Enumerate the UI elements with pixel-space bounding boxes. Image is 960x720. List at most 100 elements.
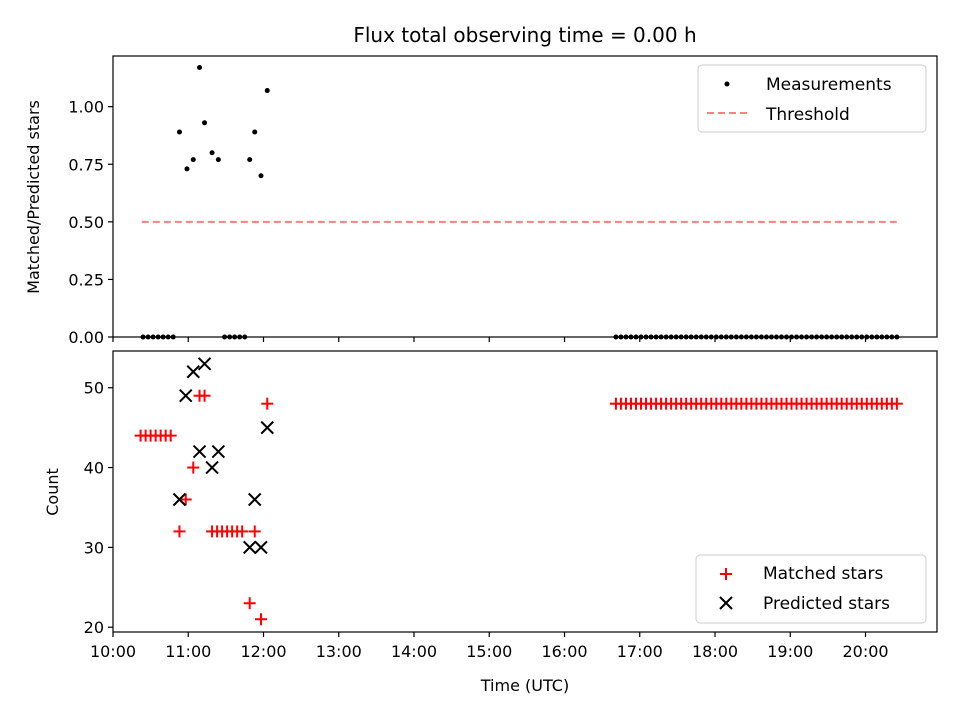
x-tick-label: 11:00 xyxy=(165,642,211,661)
measurement-point xyxy=(889,334,895,340)
predicted-stars-point xyxy=(211,444,226,459)
measurement-point xyxy=(683,334,689,340)
measurement-point xyxy=(728,334,734,340)
measurement-point xyxy=(678,334,684,340)
measurement-point xyxy=(237,334,243,340)
matched-stars-point xyxy=(243,597,256,610)
matched-stars-point xyxy=(187,461,200,474)
measurement-point xyxy=(859,334,865,340)
measurement-point xyxy=(688,334,694,340)
measurement-point xyxy=(140,334,146,340)
measurement-point xyxy=(869,334,875,340)
measurement-point xyxy=(190,157,196,163)
predicted-stars-point xyxy=(254,540,268,555)
legend-measurements-label: Measurements xyxy=(766,75,892,95)
measurement-point xyxy=(864,334,870,340)
measurement-point xyxy=(708,334,714,340)
measurement-point xyxy=(723,334,729,340)
measurement-point xyxy=(176,129,182,135)
measurement-point xyxy=(819,334,825,340)
measurement-point xyxy=(894,334,900,340)
measurement-point xyxy=(653,334,659,340)
top-panel-frame xyxy=(112,55,938,338)
measurement-point xyxy=(789,334,795,340)
top-legend: Measurements Threshold xyxy=(697,64,927,133)
measurement-point xyxy=(844,334,850,340)
bottom-axis-ticks: 10:00 11:00 12:00 13:00 14:00 15:00 16:00 17:00… xyxy=(84,379,889,661)
predicted-stars-point xyxy=(242,540,257,555)
matched-stars-point xyxy=(198,389,211,402)
measurement-point xyxy=(663,334,669,340)
predicted-stars-point xyxy=(260,420,274,435)
predicted-stars-point xyxy=(186,365,200,379)
measurement-point xyxy=(879,334,885,340)
predicted-stars-point xyxy=(205,460,219,475)
bottom-plot-area xyxy=(134,357,903,626)
bottom-panel-frame xyxy=(112,350,938,633)
measurement-point xyxy=(215,157,221,163)
measurement-point xyxy=(222,334,228,340)
measurement-point xyxy=(733,334,739,340)
x-tick-label: 19:00 xyxy=(767,642,813,661)
measurement-point xyxy=(170,334,176,340)
measurement-point xyxy=(743,334,749,340)
measurement-point xyxy=(738,334,744,340)
x-tick-label: 18:00 xyxy=(692,642,738,661)
predicted-stars-point xyxy=(192,444,207,459)
measurement-point xyxy=(794,334,800,340)
measurement-point xyxy=(658,334,664,340)
measurement-point xyxy=(623,334,629,340)
matched-stars-point xyxy=(261,397,274,410)
measurement-point xyxy=(768,334,774,340)
measurement-point xyxy=(809,334,815,340)
predicted-stars-point xyxy=(172,492,187,507)
y-tick-label: 20 xyxy=(84,618,104,637)
measurement-point xyxy=(783,334,789,340)
measurement-point xyxy=(197,65,203,71)
measurement-point xyxy=(698,334,704,340)
measurement-point xyxy=(713,334,719,340)
matched-stars-point xyxy=(164,429,177,442)
y-tick-label: 50 xyxy=(84,379,104,398)
measurement-point xyxy=(165,334,171,340)
measurement-point xyxy=(718,334,724,340)
measurement-point xyxy=(884,334,890,340)
measurement-point xyxy=(834,334,840,340)
measurement-point xyxy=(753,334,759,340)
bottom-y-axis-label: Count xyxy=(43,468,62,516)
measurement-point xyxy=(854,334,860,340)
legend-threshold-label: Threshold xyxy=(765,105,850,125)
measurement-point xyxy=(160,334,166,340)
bottom-legend: Matched stars Predicted stars xyxy=(695,554,927,624)
measurement-point xyxy=(247,157,253,163)
y-tick-label: 40 xyxy=(84,459,104,478)
x-axis-label: Time (UTC) xyxy=(480,676,569,695)
measurement-point xyxy=(145,334,151,340)
measurement-point xyxy=(633,334,639,340)
y-tick-label: 30 xyxy=(84,538,104,557)
y-tick-label: 0.75 xyxy=(68,155,104,174)
measurement-point xyxy=(874,334,880,340)
measurement-point xyxy=(829,334,835,340)
matched-stars-point xyxy=(248,525,261,538)
legend-predicted-marker xyxy=(719,596,733,610)
measurement-point xyxy=(804,334,810,340)
measurement-point xyxy=(763,334,769,340)
x-tick-label: 17:00 xyxy=(617,642,663,661)
measurement-point xyxy=(643,334,649,340)
measurement-point xyxy=(748,334,754,340)
bottom-legend-frame xyxy=(695,554,927,624)
measurement-point xyxy=(693,334,699,340)
measurement-point xyxy=(252,129,258,135)
y-tick-label: 0.00 xyxy=(68,328,104,347)
legend-matched-label: Matched stars xyxy=(763,564,883,584)
matched-stars-point xyxy=(173,525,186,538)
predicted-stars-point xyxy=(197,357,212,371)
y-tick-label: 1.00 xyxy=(68,98,104,117)
measurement-point xyxy=(799,334,805,340)
legend-predicted-label: Predicted stars xyxy=(763,594,890,614)
measurement-point xyxy=(638,334,644,340)
measurement-point xyxy=(673,334,679,340)
measurement-point xyxy=(773,334,779,340)
